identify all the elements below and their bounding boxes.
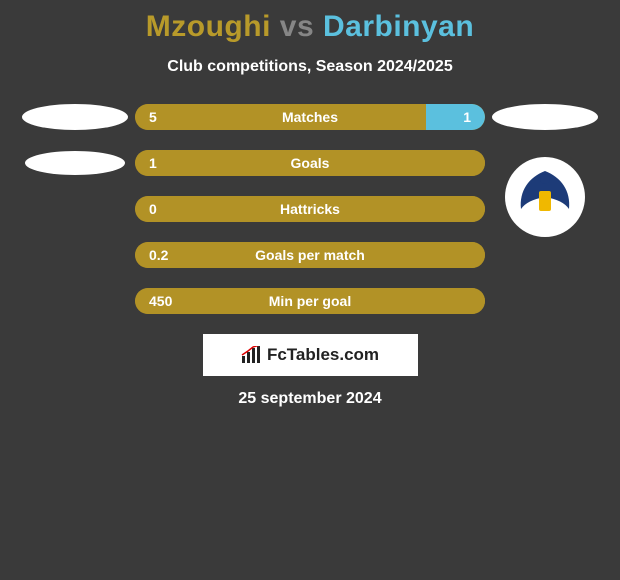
bar-goals-left-val: 1 — [135, 155, 219, 171]
club-badge-center — [539, 191, 551, 211]
bar-goals: 1 Goals — [135, 150, 485, 176]
fctables-logo: FcTables.com — [203, 334, 418, 376]
page-title: Mzoughi vs Darbinyan — [0, 10, 620, 44]
player-right-badge — [492, 104, 598, 130]
title-left: Mzoughi — [146, 10, 271, 43]
bar-mpg-label: Min per goal — [219, 293, 401, 309]
bars-icon — [241, 346, 263, 364]
logo-text: FcTables.com — [267, 345, 379, 365]
bar-matches-right-val: 1 — [401, 109, 485, 125]
bar-mpg-left-val: 450 — [135, 293, 219, 309]
bar-hattricks-left-val: 0 — [135, 201, 219, 217]
bar-matches-label: Matches — [219, 109, 401, 125]
bar-gpm: 0.2 Goals per match — [135, 242, 485, 268]
title-vs: vs — [280, 10, 314, 43]
bar-hattricks-label: Hattricks — [219, 201, 401, 217]
team-right-badge — [505, 157, 585, 242]
bar-goals-label: Goals — [219, 155, 401, 171]
bar-hattricks: 0 Hattricks — [135, 196, 485, 222]
stat-row-matches: 5 Matches 1 — [0, 104, 620, 130]
bar-gpm-left-val: 0.2 — [135, 247, 219, 263]
title-right: Darbinyan — [323, 10, 474, 43]
stat-row-goals: 1 Goals — [0, 150, 620, 176]
stat-row-mpg: 450 Min per goal — [0, 288, 620, 314]
date-line: 25 september 2024 — [0, 390, 620, 408]
bar-matches: 5 Matches 1 — [135, 104, 485, 130]
club-badge-ball — [540, 174, 550, 184]
stat-row-gpm: 0.2 Goals per match — [0, 242, 620, 268]
bar-gpm-label: Goals per match — [219, 247, 401, 263]
subtitle: Club competitions, Season 2024/2025 — [0, 58, 620, 76]
bar-matches-left-val: 5 — [135, 109, 219, 125]
bar-mpg: 450 Min per goal — [135, 288, 485, 314]
team-left-badge — [25, 151, 125, 175]
player-left-badge — [22, 104, 128, 130]
